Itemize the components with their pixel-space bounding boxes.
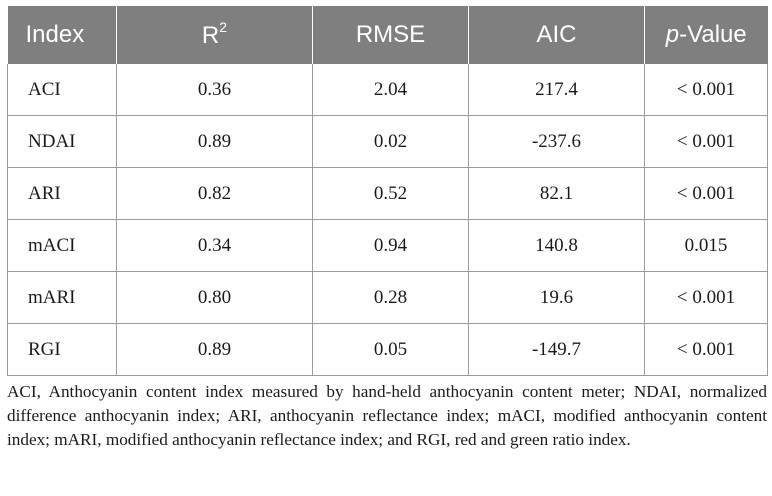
table-header: Index R2 RMSE AIC p-Value (7, 6, 768, 64)
cell-rmse: 0.05 (312, 323, 469, 376)
cell-rmse: 0.28 (312, 271, 469, 324)
cell-r2: 0.89 (116, 115, 313, 168)
cell-aic: -237.6 (468, 115, 645, 168)
cell-r2: 0.34 (116, 219, 313, 272)
cell-rmse: 0.02 (312, 115, 469, 168)
header-r2-sup: 2 (219, 18, 228, 35)
cell-aic: 140.8 (468, 219, 645, 272)
cell-index: ARI (7, 167, 117, 220)
header-r2-base: R (201, 21, 220, 49)
results-table: Index R2 RMSE AIC p-Value ACI 0.36 2.04 … (7, 6, 768, 376)
cell-p-value: < 0.001 (644, 167, 768, 220)
cell-p-value: < 0.001 (644, 64, 768, 116)
header-rmse: RMSE (312, 6, 469, 64)
cell-r2: 0.80 (116, 271, 313, 324)
results-table-container: Index R2 RMSE AIC p-Value ACI 0.36 2.04 … (7, 6, 768, 376)
header-row: Index R2 RMSE AIC p-Value (7, 6, 768, 64)
cell-p-value: < 0.001 (644, 271, 768, 324)
cell-p-value: < 0.001 (644, 323, 768, 376)
cell-rmse: 0.94 (312, 219, 469, 272)
table-row: mACI 0.34 0.94 140.8 0.015 (7, 219, 768, 272)
table-row: ARI 0.82 0.52 82.1 < 0.001 (7, 167, 768, 220)
table-row: mARI 0.80 0.28 19.6 < 0.001 (7, 271, 768, 324)
table-body: ACI 0.36 2.04 217.4 < 0.001 NDAI 0.89 0.… (7, 64, 768, 376)
header-p-value: p-Value (644, 6, 768, 64)
header-aic: AIC (468, 6, 645, 64)
header-r2: R2 (116, 6, 313, 64)
table-row: ACI 0.36 2.04 217.4 < 0.001 (7, 64, 768, 116)
cell-r2: 0.89 (116, 323, 313, 376)
cell-aic: 82.1 (468, 167, 645, 220)
cell-aic: 217.4 (468, 64, 645, 116)
cell-r2: 0.82 (116, 167, 313, 220)
cell-p-value: < 0.001 (644, 115, 768, 168)
table-footnote: ACI, Anthocyanin content index measured … (7, 382, 767, 449)
cell-index: ACI (7, 64, 117, 116)
header-index: Index (7, 6, 117, 64)
cell-r2: 0.36 (116, 64, 313, 116)
cell-p-value: 0.015 (644, 219, 768, 272)
table-row: NDAI 0.89 0.02 -237.6 < 0.001 (7, 115, 768, 168)
cell-index: mARI (7, 271, 117, 324)
cell-aic: 19.6 (468, 271, 645, 324)
cell-aic: -149.7 (468, 323, 645, 376)
cell-rmse: 2.04 (312, 64, 469, 116)
table-row: RGI 0.89 0.05 -149.7 < 0.001 (7, 323, 768, 376)
cell-index: NDAI (7, 115, 117, 168)
header-p-rest: -Value (679, 21, 747, 48)
header-p-italic: p (665, 21, 680, 48)
cell-index: mACI (7, 219, 117, 272)
cell-rmse: 0.52 (312, 167, 469, 220)
cell-index: RGI (7, 323, 117, 376)
